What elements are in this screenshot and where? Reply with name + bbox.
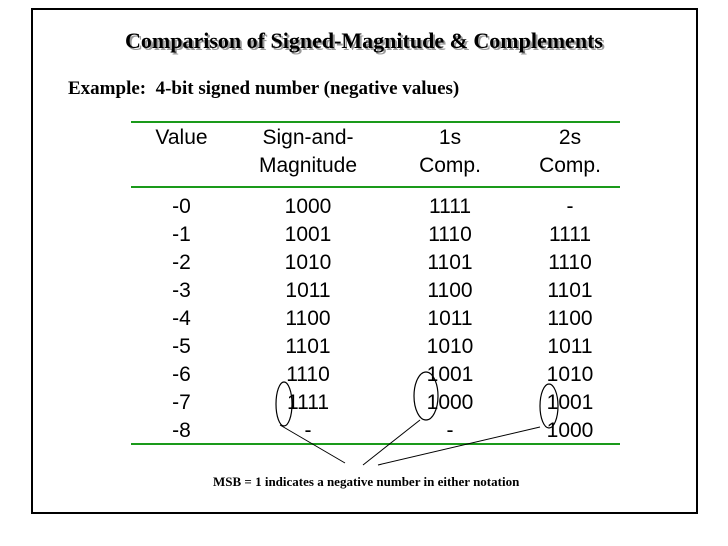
- header-ones-complement-line2: Comp.: [419, 154, 481, 177]
- cell-ones-complement: 1010: [426, 335, 474, 358]
- header-ones-complement-line1: 1s: [438, 126, 462, 149]
- cell-ones-complement: 1011: [427, 307, 473, 330]
- cell-value: -7: [172, 391, 191, 414]
- header-sign-magnitude: Sign-and- Magnitude: [237, 124, 379, 184]
- cell-twos-complement: 1010: [546, 363, 594, 386]
- slide-title: Comparison of Signed-Magnitude & Complem…: [125, 28, 603, 53]
- cell-value: -8: [172, 419, 191, 442]
- cell-ones-complement: 1110: [428, 223, 472, 246]
- cell-value: -5: [172, 335, 191, 358]
- cell-sign-magnitude: 1111: [286, 391, 330, 414]
- cell-sign-magnitude: 1101: [285, 335, 331, 358]
- cell-ones-complement: 1001: [426, 363, 474, 386]
- cell-sign-magnitude: 1010: [284, 251, 332, 274]
- cell-sign-magnitude: -: [304, 419, 312, 442]
- cell-ones-complement: 1111: [428, 195, 472, 218]
- header-ones-complement: 1s Comp.: [395, 124, 505, 184]
- cell-twos-complement: 1001: [546, 391, 594, 414]
- cell-value: -6: [172, 363, 191, 386]
- header-twos-complement-line2: Comp.: [539, 154, 601, 177]
- header-twos-complement: 2s Comp.: [520, 124, 620, 184]
- cell-value: -3: [172, 279, 191, 302]
- cell-ones-complement: 1100: [427, 279, 473, 302]
- table-header-rule: [131, 186, 620, 188]
- cell-ones-complement: 1000: [426, 391, 474, 414]
- cell-ones-complement: 1101: [427, 251, 473, 274]
- msb-note: MSB = 1 indicates a negative number in e…: [213, 474, 520, 489]
- cell-twos-complement: 1101: [547, 279, 593, 302]
- header-sign-magnitude-line2: Magnitude: [258, 154, 358, 177]
- cell-value: -1: [172, 223, 191, 246]
- cell-sign-magnitude: 1001: [284, 223, 332, 246]
- cell-ones-complement: -: [446, 419, 454, 442]
- cell-twos-complement: -: [566, 195, 574, 218]
- table-top-rule: [131, 121, 620, 123]
- cell-twos-complement: 1100: [547, 307, 593, 330]
- header-twos-complement-line1: 2s: [558, 126, 582, 149]
- header-value: Value: [131, 124, 232, 184]
- cell-value: -2: [172, 251, 191, 274]
- cell-sign-magnitude: 1000: [284, 195, 332, 218]
- cell-twos-complement: 1110: [548, 251, 592, 274]
- cell-sign-magnitude: 1100: [285, 307, 331, 330]
- header-value-line: Value: [155, 126, 208, 149]
- header-sign-magnitude-line1: Sign-and-: [262, 126, 354, 149]
- cell-value: -4: [172, 307, 191, 330]
- cell-value: -0: [172, 195, 191, 218]
- cell-sign-magnitude: 1110: [286, 363, 330, 386]
- cell-sign-magnitude: 1011: [285, 279, 331, 302]
- cell-twos-complement: 1011: [547, 335, 593, 358]
- cell-twos-complement: 1000: [546, 419, 594, 442]
- cell-twos-complement: 1111: [548, 223, 592, 246]
- slide-subtitle: Example: 4-bit signed number (negative v…: [68, 78, 460, 99]
